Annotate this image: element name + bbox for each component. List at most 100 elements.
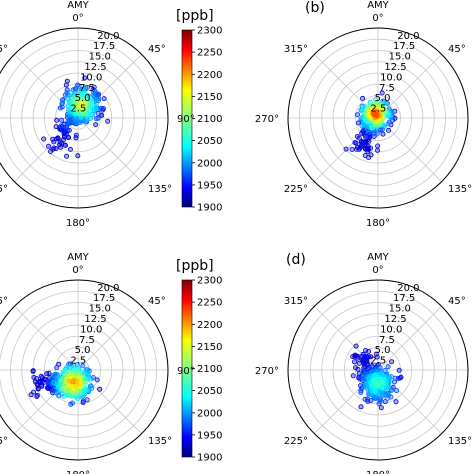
scatter-point <box>358 144 364 150</box>
radial-tick-label: 10.0 <box>380 324 402 335</box>
scatter-point <box>363 139 369 145</box>
scatter-point <box>76 118 82 124</box>
colorbar-tick-label: 1900 <box>197 203 222 214</box>
colorbar-tick-label: 2250 <box>197 298 222 309</box>
polar-frame <box>287 27 469 209</box>
scatter-point <box>93 116 99 122</box>
scatter-point <box>58 123 64 129</box>
radial-gridline <box>0 290 158 450</box>
colorbars: [ppb] 2300 2250 2200 2150 2100 2050 2000 1950 190… <box>176 8 222 464</box>
colorbar-unit-label: [ppb] <box>176 258 214 274</box>
scatter-point <box>366 154 372 160</box>
scatter-point <box>73 120 79 126</box>
scatter-point <box>372 131 378 137</box>
scatter-point <box>374 382 380 388</box>
colorbar-tick-label: 2300 <box>197 26 222 37</box>
scatter-point <box>31 374 37 380</box>
scatter-point <box>377 393 383 399</box>
scatter-point <box>364 396 370 402</box>
radial-gridline <box>10 302 146 438</box>
scatter-point <box>62 134 68 140</box>
station-title: AMY <box>67 252 89 263</box>
scatter-point <box>50 136 56 142</box>
scatter-point <box>51 139 57 145</box>
radial-tick-label: 20.0 <box>97 283 119 294</box>
scatter-point <box>57 105 63 111</box>
scatter-point <box>364 357 370 363</box>
radial-tick-label: 10.0 <box>380 72 402 83</box>
scatter-point <box>369 363 375 369</box>
colorbar-tick-label: 2300 <box>197 276 222 287</box>
scatter-point <box>46 143 52 149</box>
radial-gridline <box>332 72 424 164</box>
scatter-point <box>62 142 68 148</box>
scatter-point <box>67 118 73 124</box>
colorbar-tick-label: 2050 <box>197 386 222 397</box>
scatter-point <box>343 146 349 152</box>
scatter-point <box>363 134 369 140</box>
scatter-point <box>373 351 379 357</box>
scatter-point <box>60 137 66 143</box>
radial-tick-label: 12.5 <box>84 62 106 73</box>
scatter-point <box>58 144 64 150</box>
scatter-point <box>356 360 362 366</box>
radial-gridline <box>310 302 446 438</box>
radial-gridline <box>355 95 401 141</box>
radial-gridline <box>310 50 446 186</box>
angle-label: 315° <box>0 296 8 307</box>
radial-tick-label: 7.5 <box>379 335 395 346</box>
radial-tick-label: 20.0 <box>397 31 419 42</box>
radial-tick-label: 2.5 <box>370 104 386 115</box>
radial-tick-label: 12.5 <box>384 314 406 325</box>
radial-gridline <box>321 61 435 175</box>
panel-label: (b) <box>305 0 325 16</box>
scatter-point <box>371 112 377 118</box>
angle-label: 0° <box>372 13 383 24</box>
scatter-point <box>374 113 380 119</box>
radial-gridline <box>0 38 158 198</box>
scatter-point <box>371 393 377 399</box>
angle-label: 135° <box>448 436 472 447</box>
angle-label: 0° <box>72 13 83 24</box>
scatter-point <box>349 146 355 152</box>
radial-gridline <box>32 72 124 164</box>
colorbar-tick-label: 2150 <box>197 92 222 103</box>
scatter-point <box>379 90 385 96</box>
radial-gridline <box>10 50 146 186</box>
scatter-point <box>95 111 101 117</box>
radial-gridline <box>21 313 135 427</box>
radial-tick-label: 20.0 <box>397 283 419 294</box>
angle-label: 0° <box>372 265 383 276</box>
scatter-point <box>60 100 66 106</box>
scatter-point <box>385 364 391 370</box>
panel-label: (d) <box>286 252 306 268</box>
radial-tick-label: 5.0 <box>375 93 391 104</box>
angle-label: 225° <box>0 184 8 195</box>
colorbar-tick-label: 2100 <box>197 364 222 375</box>
radial-tick-label: 20.0 <box>97 31 119 42</box>
radial-gridline <box>298 38 458 198</box>
scatter-point <box>55 135 61 141</box>
angle-label: 180° <box>66 218 90 229</box>
angle-label: 225° <box>0 436 8 447</box>
angle-label: 45° <box>448 296 466 307</box>
polar-frame <box>0 279 169 461</box>
radial-tick-label: 7.5 <box>379 83 395 94</box>
scatter-point <box>59 127 65 133</box>
scatter-point <box>80 400 86 406</box>
scatter-point <box>360 128 366 134</box>
radial-tick-label: 7.5 <box>79 83 95 94</box>
colorbar-tick-label: 1950 <box>197 180 222 191</box>
scatter-point <box>93 97 99 103</box>
colorbar-unit-label: [ppb] <box>176 8 214 24</box>
polar-frame <box>0 27 169 209</box>
scatter-point <box>101 96 107 102</box>
radial-tick-label: 12.5 <box>84 314 106 325</box>
scatter-point <box>378 405 384 411</box>
scatter-point <box>391 379 397 385</box>
scatter-point <box>67 146 73 152</box>
scatter-point <box>38 373 44 379</box>
polar-panel-1: 20.017.515.012.510.07.55.02.5 0° 45° 90° 135… <box>0 0 195 229</box>
radial-tick-label: 12.5 <box>384 62 406 73</box>
scatter-point <box>360 95 366 101</box>
